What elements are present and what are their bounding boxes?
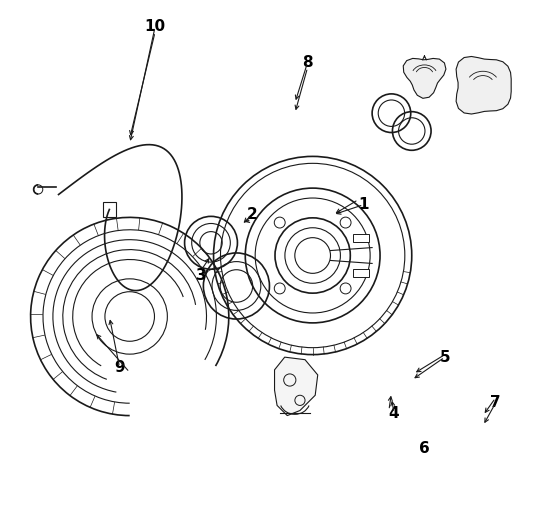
Polygon shape bbox=[275, 357, 318, 415]
Text: 2: 2 bbox=[246, 207, 257, 222]
FancyBboxPatch shape bbox=[103, 202, 116, 217]
Polygon shape bbox=[403, 58, 446, 98]
Polygon shape bbox=[456, 57, 511, 114]
FancyBboxPatch shape bbox=[354, 269, 369, 277]
Text: 1: 1 bbox=[358, 197, 369, 212]
Text: 5: 5 bbox=[440, 350, 450, 365]
Text: 10: 10 bbox=[145, 19, 166, 34]
Text: 6: 6 bbox=[419, 441, 430, 456]
FancyBboxPatch shape bbox=[354, 234, 369, 242]
Text: 3: 3 bbox=[195, 268, 206, 283]
Text: 8: 8 bbox=[302, 55, 313, 70]
Text: 9: 9 bbox=[114, 360, 125, 375]
Text: 4: 4 bbox=[388, 406, 399, 421]
Text: 7: 7 bbox=[490, 396, 501, 410]
